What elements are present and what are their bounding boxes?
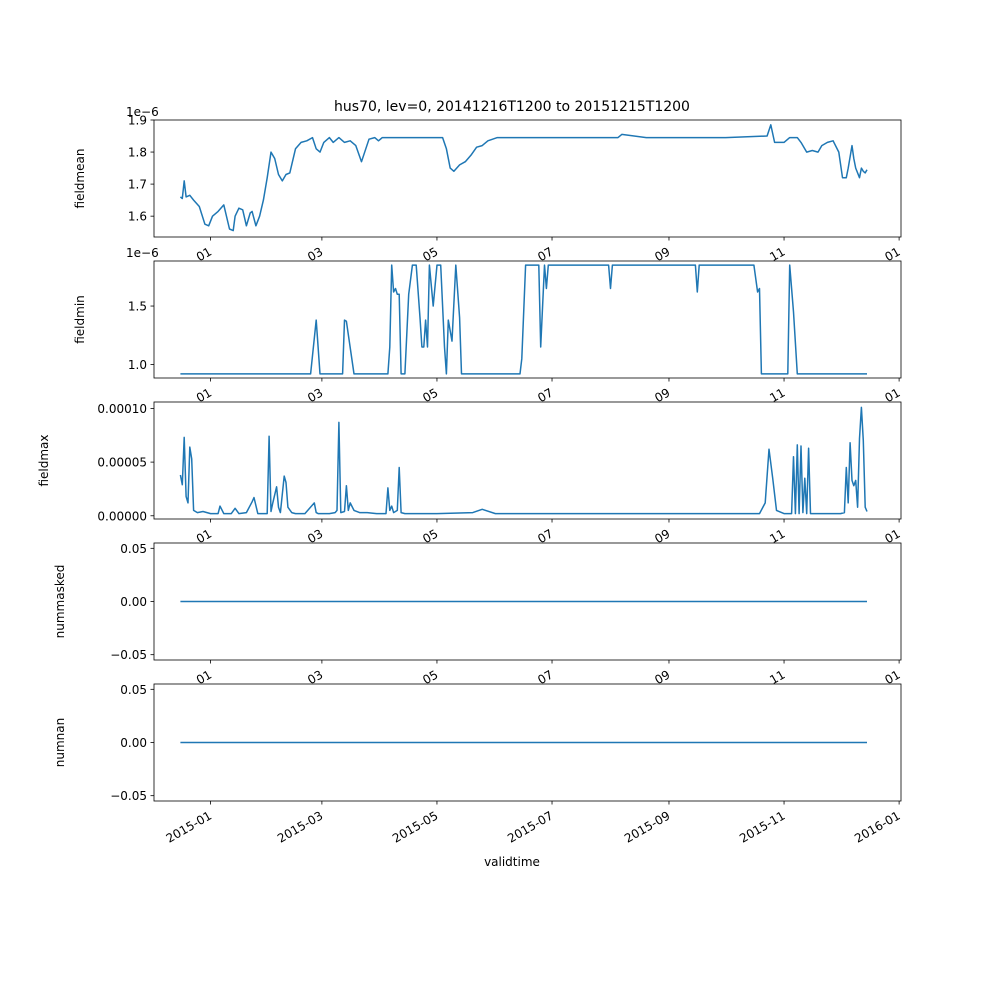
figure-title: hus70, lev=0, 20141216T1200 to 20151215T… <box>334 99 690 115</box>
x-tick-label: 01 <box>194 526 214 546</box>
y-tick-label: −0.05 <box>110 789 147 803</box>
x-tick-label: 07 <box>535 526 555 546</box>
y-axis-label: numnan <box>53 718 67 767</box>
axes-frame <box>153 119 902 238</box>
y-axis-label: fieldmax <box>37 434 51 486</box>
series-line-fieldmin <box>180 264 867 375</box>
axes-frame <box>153 260 902 379</box>
y-tick-label: 1.9 <box>128 114 147 128</box>
y-tick-label: 1.5 <box>128 300 147 314</box>
x-tick-label: 05 <box>420 244 440 264</box>
subplot-fieldmean: 1.6 1.7 1.8 1.9 01 03 05 07 09 11 01 fieldmean 1e−6 <box>73 105 903 264</box>
x-tick-label: 01 <box>194 667 214 687</box>
y-tick-label: 1.7 <box>128 178 147 192</box>
y-tick-label: 0.00000 <box>97 509 147 523</box>
x-axis-label: validtime <box>484 855 540 869</box>
y-offset-text: 1e−6 <box>126 246 159 260</box>
x-tick-label: 07 <box>535 385 555 405</box>
x-tick-label: 01 <box>882 526 902 546</box>
y-tick-label: 0.05 <box>120 683 147 697</box>
y-offset-text: 1e−6 <box>126 105 159 119</box>
x-tick-label: 05 <box>420 526 440 546</box>
x-tick-label: 03 <box>305 667 325 687</box>
x-tick-label: 07 <box>535 244 555 264</box>
y-tick-label: 1.0 <box>128 358 147 372</box>
y-tick-label: 0.00 <box>120 595 147 609</box>
x-tick-label: 01 <box>882 244 902 264</box>
x-tick-label: 03 <box>305 385 325 405</box>
subplot-fieldmin: 1.0 1.5 01 03 05 07 09 11 01 fieldmin 1e−6 <box>73 246 903 405</box>
y-tick-label: 0.00 <box>120 736 147 750</box>
x-tick-label: 2015-09 <box>622 808 672 845</box>
subplots: 1.61.71.81.901 03 05 07 09 11 01fieldmean1e−61… <box>37 105 903 846</box>
y-axis-label: nummasked <box>53 565 67 639</box>
y-axis-label: fieldmean <box>73 149 87 209</box>
x-tick-label: 01 <box>194 385 214 405</box>
series-line-fieldmax <box>179 406 868 515</box>
y-tick-label: −0.05 <box>110 648 147 662</box>
y-tick-label: 0.00005 <box>97 456 147 470</box>
x-tick-label: 2015-11 <box>737 808 787 845</box>
x-tick-label: 2015-03 <box>275 808 325 845</box>
x-tick-label: 09 <box>652 667 672 687</box>
y-axis-label: fieldmin <box>73 295 87 344</box>
x-tick-label: 05 <box>420 667 440 687</box>
x-tick-label: 2016-01 <box>852 808 902 845</box>
y-tick-label: 1.8 <box>128 146 147 160</box>
y-tick-label: 0.05 <box>120 542 147 556</box>
x-tick-label: 05 <box>420 385 440 405</box>
x-tick-label: 01 <box>882 667 902 687</box>
y-tick-label: 1.6 <box>128 210 147 224</box>
x-tick-label: 01 <box>194 244 214 264</box>
subplot-nummasked: −0.05 0.00 0.05 01 03 05 07 09 11 01 nummasked <box>53 542 903 687</box>
x-tick-label: 2015-07 <box>505 808 555 845</box>
x-tick-label: 11 <box>767 385 787 405</box>
x-tick-label: 09 <box>652 526 672 546</box>
series-line-fieldmean <box>179 124 868 232</box>
x-tick-label: 09 <box>652 385 672 405</box>
axes-frame <box>153 401 902 520</box>
subplot-fieldmax: 0.00000 0.00005 0.00010 01 03 05 07 09 11 01 field… <box>37 401 903 546</box>
x-tick-label: 2015-01 <box>164 808 214 845</box>
x-tick-label: 11 <box>767 526 787 546</box>
x-tick-label: 07 <box>535 667 555 687</box>
x-tick-label: 11 <box>767 244 787 264</box>
x-tick-label: 11 <box>767 667 787 687</box>
x-tick-label: 03 <box>305 526 325 546</box>
x-tick-label: 01 <box>882 385 902 405</box>
y-tick-label: 0.00010 <box>97 402 147 416</box>
x-tick-label: 09 <box>652 244 672 264</box>
subplot-numnan: −0.05 0.00 0.05 2015-01 2015-03 2015-05 2015-0… <box>53 683 903 846</box>
x-tick-label: 2015-05 <box>390 808 440 845</box>
x-tick-label: 03 <box>305 244 325 264</box>
